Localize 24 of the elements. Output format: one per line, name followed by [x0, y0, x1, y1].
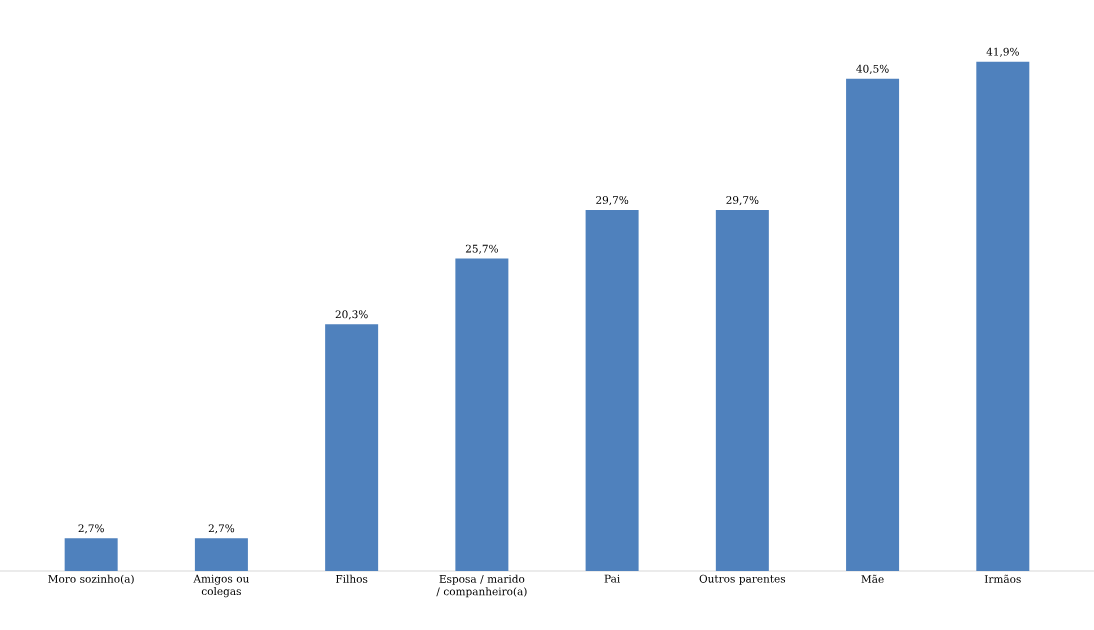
x-tick-label: Amigos ou colegas — [193, 574, 249, 598]
data-label: 2,7% — [78, 524, 104, 534]
bar — [585, 209, 639, 571]
bar — [64, 538, 118, 571]
x-tick-label: Moro sozinho(a) — [48, 574, 134, 585]
x-tick-label: Outros parentes — [699, 574, 786, 585]
x-tick-label: Esposa / marido / companheiro(a) — [436, 574, 527, 598]
bar — [194, 538, 248, 571]
x-tick-label: Irmãos — [984, 574, 1021, 584]
bar — [846, 78, 900, 571]
data-label: 20,3% — [335, 310, 368, 320]
x-tick-label: Pai — [604, 574, 620, 583]
x-tick-label: Mãe — [861, 574, 884, 584]
data-label: 25,7% — [465, 244, 498, 254]
data-label: 41,9% — [986, 47, 1019, 57]
data-label: 29,7% — [596, 196, 629, 206]
data-label: 2,7% — [208, 524, 235, 534]
data-label: 29,7% — [726, 196, 759, 206]
data-label: 40,5% — [856, 64, 889, 74]
x-tick-label: Filhos — [335, 574, 368, 583]
bar — [455, 258, 509, 571]
bar — [325, 324, 379, 571]
bar — [715, 209, 769, 571]
bar — [976, 61, 1030, 571]
